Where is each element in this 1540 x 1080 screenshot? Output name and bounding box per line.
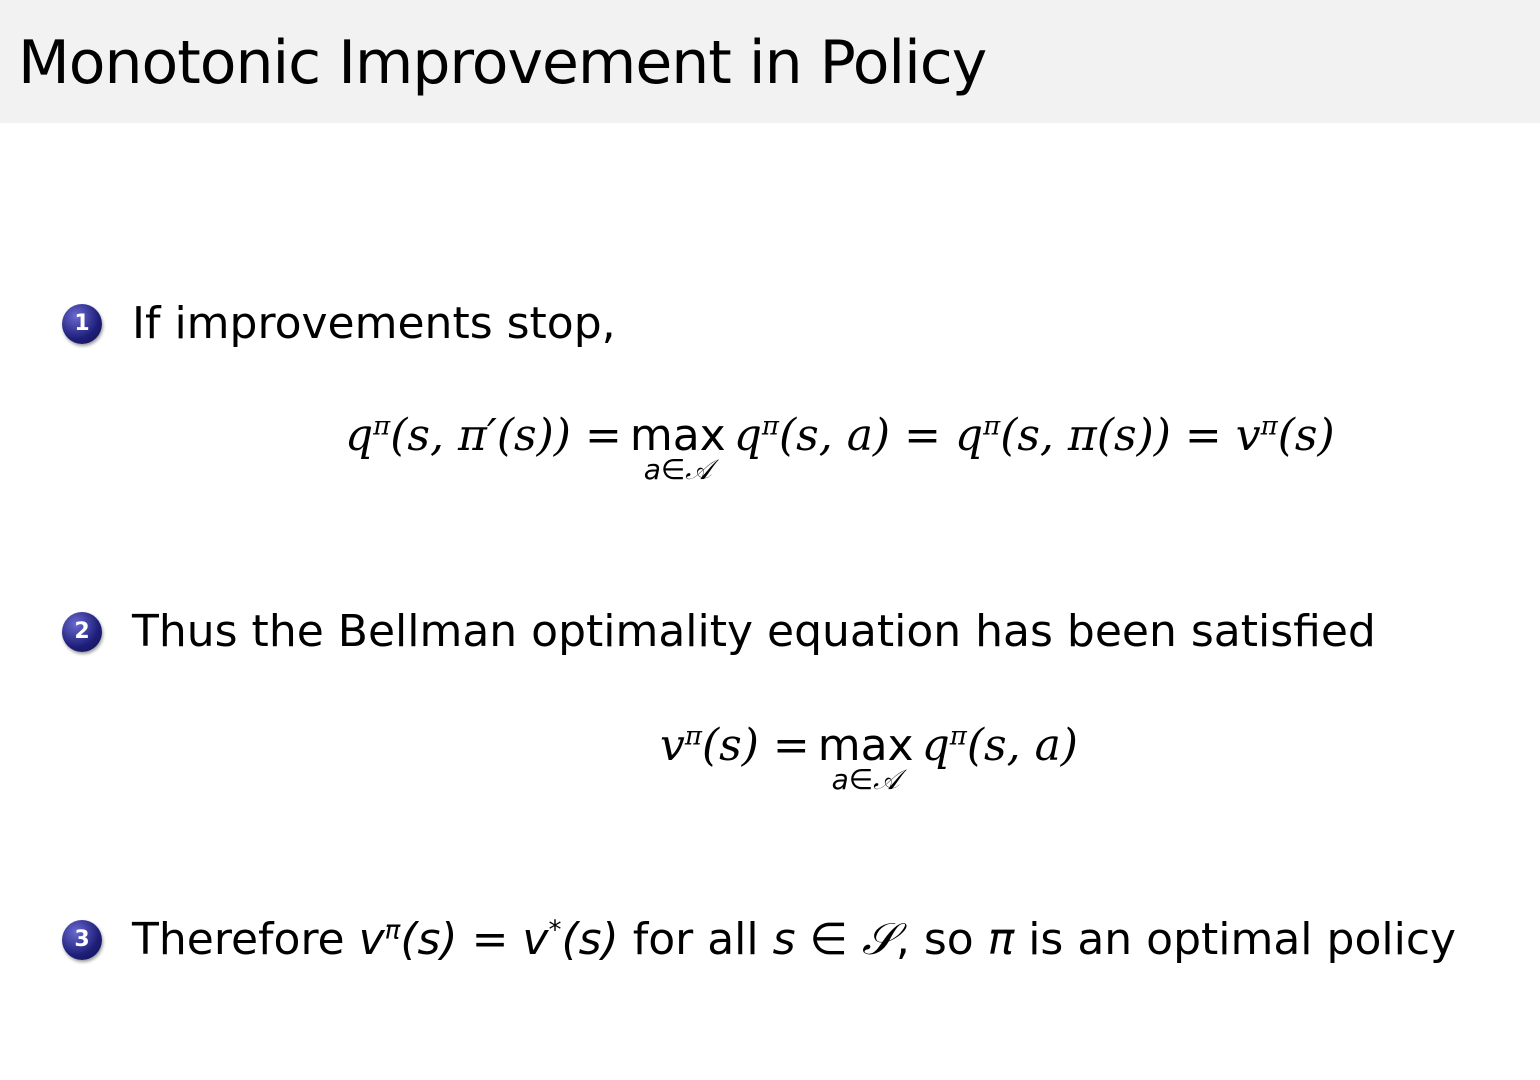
item-text: for all — [618, 914, 773, 965]
inline-math: π — [987, 914, 1015, 965]
item-text: , so — [895, 914, 988, 965]
equation-2: vπ(s) = max a∈𝒜 qπ(s, a) — [660, 720, 1078, 797]
eq-rhs: qπ(s, a) = qπ(s, π(s)) = vπ(s) — [733, 410, 1335, 461]
inline-math: vπ(s) = v*(s) — [358, 914, 619, 965]
title-bar: Monotonic Improvement in Policy — [0, 0, 1540, 123]
inline-math: s ∈ 𝒮 — [772, 914, 896, 965]
list-item-1: 1 If improvements stop, — [62, 298, 616, 349]
bullet-number-icon: 2 — [62, 611, 102, 652]
slide-title: Monotonic Improvement in Policy — [18, 28, 987, 98]
item-text: is an optimal policy — [1014, 914, 1457, 965]
equation-1: qπ(s, π′(s)) = max a∈𝒜 qπ(s, a) = qπ(s, π… — [345, 410, 1335, 487]
max-subscript: a∈𝒜 — [831, 763, 900, 796]
max-subscript: a∈𝒜 — [643, 453, 712, 486]
eq-rhs: qπ(s, a) — [921, 720, 1078, 771]
item-text: If improvements stop, — [132, 298, 616, 349]
max-label: max — [629, 410, 726, 461]
bullet-number-icon: 3 — [62, 919, 102, 960]
max-operator: max a∈𝒜 — [630, 410, 726, 487]
eq-lhs: qπ(s, π′(s)) = — [345, 410, 622, 461]
eq-lhs: vπ(s) = — [660, 720, 810, 771]
max-label: max — [817, 720, 914, 771]
max-operator: max a∈𝒜 — [818, 720, 914, 797]
item-text: Thus the Bellman optimality equation has… — [132, 606, 1376, 657]
bullet-number-icon: 1 — [62, 303, 102, 344]
list-item-3: 3 Therefore vπ(s) = v*(s) for all s ∈ 𝒮,… — [62, 914, 1456, 965]
item-text: Therefore — [132, 914, 359, 965]
list-item-2: 2 Thus the Bellman optimality equation h… — [62, 606, 1376, 657]
